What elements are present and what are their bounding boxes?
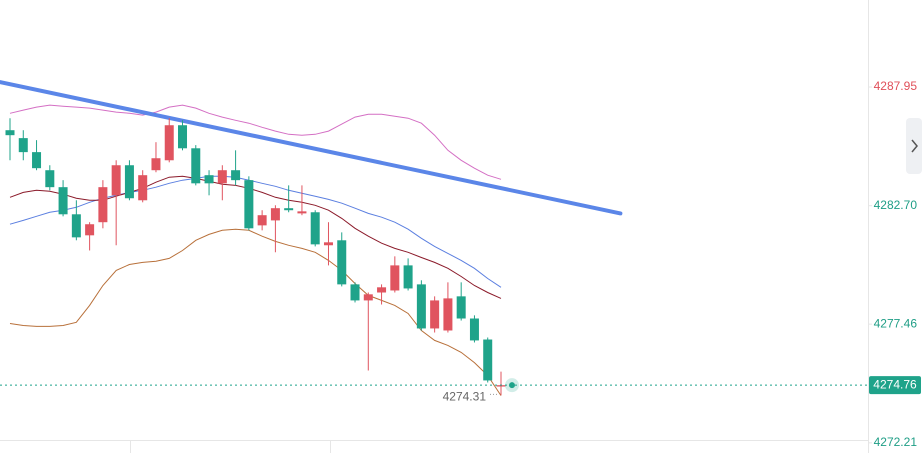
indicator-line bbox=[9, 175, 502, 288]
candle-body bbox=[284, 208, 294, 211]
panel-toggle[interactable] bbox=[906, 118, 922, 174]
candle-body bbox=[124, 165, 134, 199]
candle-body bbox=[483, 339, 493, 381]
candle-body bbox=[138, 175, 148, 201]
candle-body bbox=[178, 125, 188, 149]
candle-body bbox=[217, 170, 227, 184]
candle-body bbox=[430, 300, 440, 329]
candle-body bbox=[350, 284, 360, 301]
candle-body bbox=[18, 138, 28, 153]
candle-body bbox=[151, 158, 161, 171]
candle-body bbox=[164, 125, 174, 161]
candle-body bbox=[337, 240, 347, 285]
candle-body bbox=[323, 242, 333, 246]
y-tick-label: 4287.95 bbox=[874, 79, 918, 93]
candle-body bbox=[297, 211, 307, 214]
candle-body bbox=[32, 152, 42, 169]
candle-body bbox=[403, 265, 413, 289]
candle-body bbox=[111, 165, 121, 196]
last-price-box bbox=[869, 376, 921, 395]
candle-body bbox=[58, 187, 68, 215]
indicator-line bbox=[9, 104, 502, 180]
candle-body bbox=[443, 298, 453, 331]
candle-body bbox=[377, 287, 387, 293]
candle-body bbox=[310, 212, 320, 245]
candle-body bbox=[231, 170, 241, 181]
candle-body bbox=[85, 224, 95, 236]
y-tick-label: 4272.21 bbox=[874, 435, 918, 449]
candle-body bbox=[469, 318, 479, 341]
candle-body bbox=[98, 187, 108, 223]
candle-body bbox=[416, 284, 426, 329]
candle-body bbox=[45, 170, 55, 188]
candle-body bbox=[270, 208, 280, 221]
trend-line bbox=[0, 80, 623, 216]
candle-body bbox=[244, 180, 254, 229]
candle-body bbox=[5, 130, 15, 136]
last-price-dot bbox=[508, 382, 515, 389]
candle-body bbox=[363, 294, 373, 301]
candle-body bbox=[496, 385, 506, 387]
candle-body bbox=[456, 296, 466, 319]
candle-body bbox=[390, 265, 400, 291]
indicator-line bbox=[9, 175, 502, 299]
candle-body bbox=[204, 175, 214, 184]
candle-body bbox=[191, 148, 201, 184]
last-price-label: 4274.76 bbox=[873, 377, 917, 391]
y-tick-label: 4282.70 bbox=[874, 198, 918, 212]
candle-body bbox=[257, 215, 267, 226]
low-price-label: 4274.31 bbox=[443, 390, 487, 404]
candle-body bbox=[71, 214, 81, 238]
y-tick-label: 4277.46 bbox=[874, 316, 918, 330]
panel-toggle-icon bbox=[911, 139, 918, 153]
